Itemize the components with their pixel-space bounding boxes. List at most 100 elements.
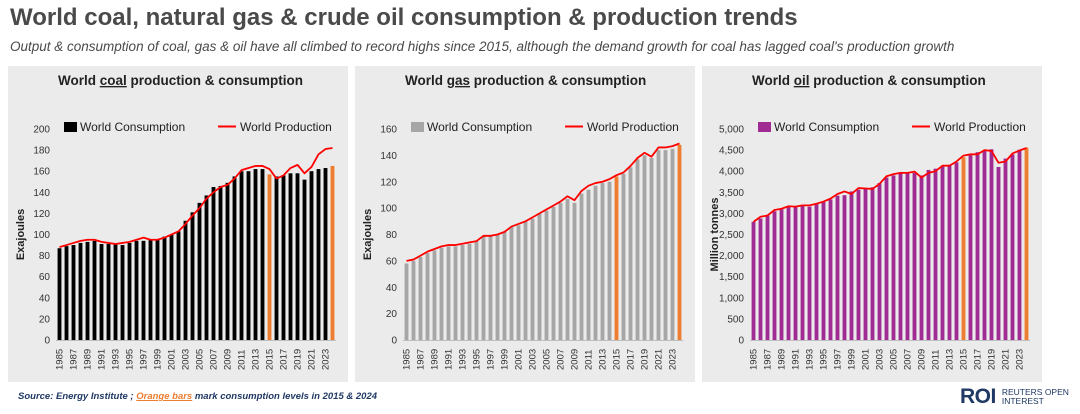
x-tick-label: 2015 [612,349,623,370]
x-tick-label: 2001 [861,349,872,370]
x-tick-label: 1993 [458,349,469,370]
y-tick-label: 3,000 [719,209,744,220]
legend-bar-label: World Consumption [427,120,532,134]
y-tick-label: 60 [386,256,398,267]
consumption-bar [968,155,973,340]
consumption-bar [516,225,521,340]
legend-bar-swatch [411,122,424,132]
consumption-bar [835,195,840,340]
consumption-bar [239,171,244,340]
chart-title-suffix: production & consumption [470,73,646,88]
consumption-bar [309,171,314,340]
logo-line-1: REUTERS OPEN [1001,387,1069,397]
x-tick-label: 2023 [668,349,679,370]
y-tick-label: 80 [39,251,51,262]
consumption-bar [495,234,500,340]
consumption-bar [898,173,903,340]
consumption-bar [751,221,756,340]
chart-title-prefix: World [405,73,447,88]
consumption-bar [467,243,472,340]
legend-bar-swatch [758,122,771,132]
consumption-bar [134,240,139,340]
highlight-bar [330,165,335,340]
consumption-bar [856,189,861,340]
x-tick-label: 2019 [987,349,998,370]
consumption-bar [807,206,812,340]
consumption-bar [183,220,188,340]
x-tick-label: 2003 [181,349,192,370]
consumption-bar [579,193,584,340]
consumption-bar [558,202,563,340]
chart-title-suffix: production & consumption [810,73,986,88]
highlight-bar [614,176,619,340]
consumption-bar [169,234,174,340]
consumption-bar [155,239,160,340]
y-tick-label: 160 [33,167,50,178]
consumption-bar [99,244,104,340]
consumption-bar [162,236,167,340]
consumption-bar [905,172,910,340]
x-tick-label: 1987 [69,349,80,370]
consumption-bar [786,207,791,340]
consumption-bar [891,175,896,340]
y-axis-label: Million tonnes [709,198,721,272]
consumption-bar [530,218,535,340]
consumption-bar [92,240,97,340]
consumption-bar [211,187,216,340]
legend-line-label: World Production [587,120,679,134]
y-tick-label: 2,500 [719,230,744,241]
x-tick-label: 2011 [931,350,942,370]
y-tick-label: 0 [391,336,397,347]
y-tick-label: 80 [386,230,398,241]
logo-mark: ROI [960,385,996,408]
y-tick-label: 20 [39,314,51,325]
x-tick-label: 2021 [654,349,665,370]
consumption-bar [190,212,195,340]
consumption-bar [425,252,430,340]
consumption-bar [996,166,1001,340]
x-tick-label: 2019 [640,349,651,370]
consumption-bar [523,221,528,340]
x-tick-label: 2003 [875,349,886,370]
y-tick-label: 100 [33,230,50,241]
consumption-bar [884,177,889,340]
consumption-bar [1017,149,1022,340]
y-tick-label: 4,000 [719,167,744,178]
y-tick-label: 500 [727,314,744,325]
x-tick-label: 2003 [528,349,539,370]
x-tick-label: 1999 [153,349,164,370]
consumption-bar [772,211,777,340]
coal-chart: World coal production & consumptionWorld… [15,73,336,370]
consumption-bar [411,260,416,341]
x-tick-label: 2001 [167,349,178,370]
y-tick-label: 120 [380,177,397,188]
consumption-bar [765,215,770,340]
x-tick-label: 1987 [416,349,427,370]
x-tick-label: 2017 [279,349,290,370]
consumption-bar [148,239,153,340]
highlight-bar [677,144,682,340]
consumption-bar [295,173,300,340]
consumption-bar [800,205,805,340]
consumption-bar [877,183,882,340]
x-tick-label: 1995 [125,349,136,370]
x-tick-label: 2015 [265,349,276,370]
chart-title: World oil production & consumption [752,73,986,88]
consumption-bar [302,179,307,340]
consumption-bar [204,195,209,340]
x-tick-label: 1995 [819,349,830,370]
production-line [406,142,680,262]
consumption-bar [758,218,763,340]
x-tick-label: 2007 [209,349,220,370]
y-tick-label: 40 [386,283,398,294]
consumption-bar [404,263,409,340]
y-tick-label: 0 [44,336,50,347]
consumption-bar [474,241,479,340]
chart-title: World coal production & consumption [58,73,303,88]
consumption-bar [940,166,945,340]
consumption-bar [323,168,328,340]
source-note: Source: Energy Institute ; Orange bars m… [18,391,377,402]
consumption-bar [432,250,437,340]
oil-chart: World oil production & consumptionWorld … [709,73,1030,370]
consumption-bar [113,244,118,340]
